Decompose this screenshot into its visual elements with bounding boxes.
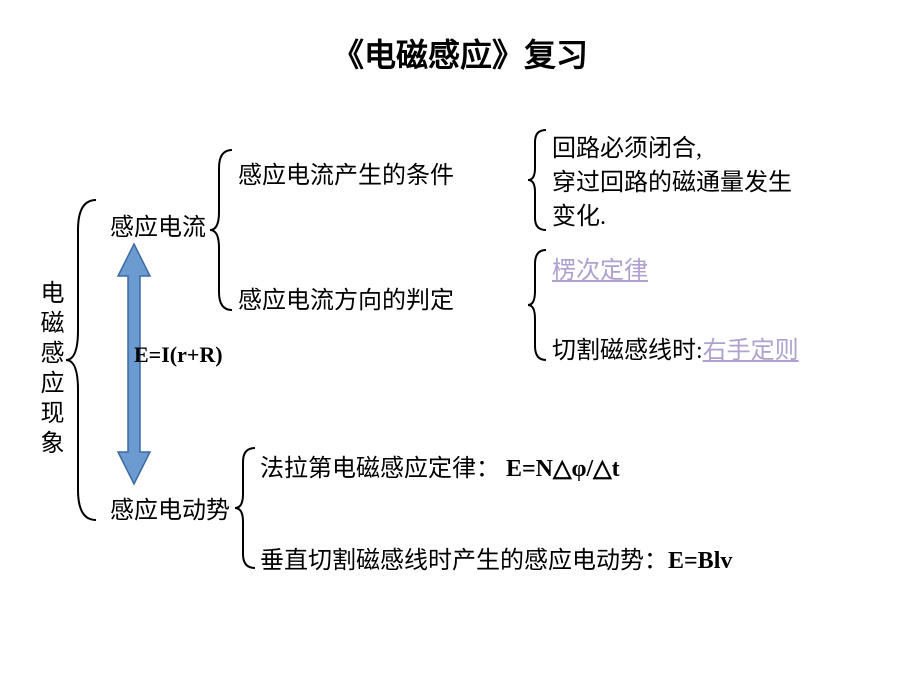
- cond-label: 感应电流产生的条件: [238, 155, 454, 190]
- brace-cond: [528, 130, 552, 230]
- dir-item-2-text: 切割磁感线时:: [552, 338, 703, 364]
- faraday-label: 法拉第电磁感应定律：: [260, 456, 500, 482]
- brace-emf: [235, 448, 261, 568]
- faraday-formula: E=N△φ/△t: [506, 456, 620, 482]
- blv-formula: E=Blv: [668, 548, 732, 574]
- emf-item-1: 法拉第电磁感应定律： E=N△φ/△t: [260, 448, 620, 483]
- dir-item-2: 切割磁感线时:右手定则: [552, 330, 799, 365]
- dir-label: 感应电流方向的判定: [238, 280, 454, 315]
- brace-dir: [528, 250, 552, 360]
- brace-root: [66, 200, 106, 520]
- cond-item-3: 变化.: [552, 196, 606, 231]
- page-title: 《电磁感应》复习: [0, 30, 920, 76]
- lenz-law-link[interactable]: 楞次定律: [552, 250, 648, 285]
- cutting-label: 垂直切割磁感线时产生的感应电动势：: [260, 548, 668, 574]
- bridge-formula: E=I(r+R): [134, 342, 223, 368]
- cond-item-1: 回路必须闭合,: [552, 128, 702, 163]
- node-current: 感应电流: [110, 207, 206, 242]
- node-emf: 感应电动势: [110, 490, 230, 525]
- emf-item-2: 垂直切割磁感线时产生的感应电动势：E=Blv: [260, 540, 732, 575]
- right-hand-rule-link[interactable]: 右手定则: [703, 338, 799, 364]
- cond-item-2: 穿过回路的磁通量发生: [552, 162, 792, 197]
- brace-current: [210, 150, 240, 310]
- root-label: 电磁感应现象: [32, 280, 67, 460]
